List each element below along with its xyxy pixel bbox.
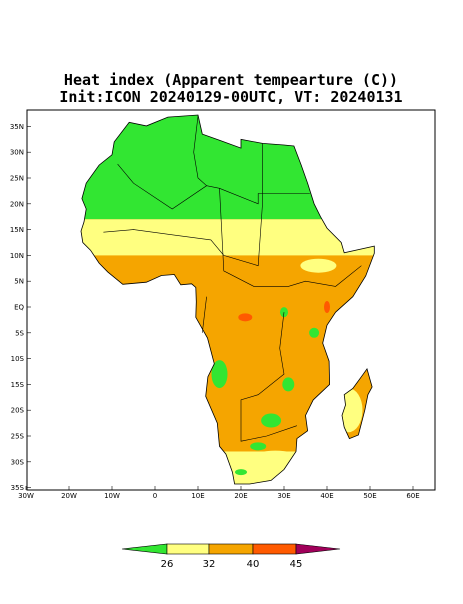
zone xyxy=(280,307,288,318)
lat-label: 10N xyxy=(10,252,24,260)
lat-label: 20S xyxy=(11,407,25,415)
lon-label: 30W xyxy=(18,492,34,500)
zone xyxy=(86,225,103,234)
lat-label: 15S xyxy=(11,381,25,389)
zone xyxy=(235,469,247,476)
lat-label: 25S xyxy=(11,433,25,441)
lon-label: 10E xyxy=(191,492,204,500)
lon-label: 50E xyxy=(363,492,376,500)
coastline xyxy=(341,367,373,440)
colorbar-label: 45 xyxy=(290,559,303,570)
lat-label: 5S xyxy=(15,329,24,337)
border xyxy=(193,116,207,186)
zone xyxy=(253,450,298,463)
colorbar-segment xyxy=(295,543,341,555)
lon-label: 20E xyxy=(234,492,247,500)
zone xyxy=(261,413,282,428)
lat-label: 30N xyxy=(10,149,24,157)
lat-label: 5N xyxy=(14,278,24,286)
lat-label: 25N xyxy=(10,175,24,183)
lon-label: 60E xyxy=(406,492,419,500)
coastline xyxy=(80,114,375,485)
colorbar-label: 40 xyxy=(247,559,260,570)
lat-label: 15N xyxy=(10,226,24,234)
zone xyxy=(250,442,267,451)
colorbar: 26 32 40 45 xyxy=(121,543,341,570)
border xyxy=(202,296,207,333)
lat-label: EQ xyxy=(14,304,24,312)
zone xyxy=(211,360,228,389)
lon-label: 10W xyxy=(104,492,120,500)
lat-label: 20N xyxy=(10,200,24,208)
colorbar-label: 26 xyxy=(161,559,174,570)
border xyxy=(103,143,263,267)
zone xyxy=(300,258,337,273)
border xyxy=(240,312,297,442)
colorbar-segment xyxy=(252,543,297,555)
lat-label: 30S xyxy=(11,458,25,466)
zone xyxy=(309,327,320,338)
zone xyxy=(238,313,253,322)
lon-label: 20W xyxy=(61,492,77,500)
lat-label: 35N xyxy=(10,123,24,131)
border xyxy=(219,188,362,287)
lon-label: 0 xyxy=(153,492,157,500)
colorbar-segment xyxy=(166,543,210,555)
zone xyxy=(324,301,330,313)
lat-label: 10S xyxy=(11,355,25,363)
map-frame xyxy=(26,109,436,491)
zone xyxy=(282,377,295,392)
lon-label: 40E xyxy=(320,492,333,500)
title: Heat index (Apparent tempearture (C)) xyxy=(64,71,398,89)
lat-label: 35S xyxy=(11,484,25,492)
lon-label: 30E xyxy=(277,492,290,500)
colorbar-label: 32 xyxy=(203,559,216,570)
subtitle: Init:ICON 20240129-00UTC, VT: 20240131 xyxy=(59,88,402,106)
colorbar-segment xyxy=(208,543,254,555)
